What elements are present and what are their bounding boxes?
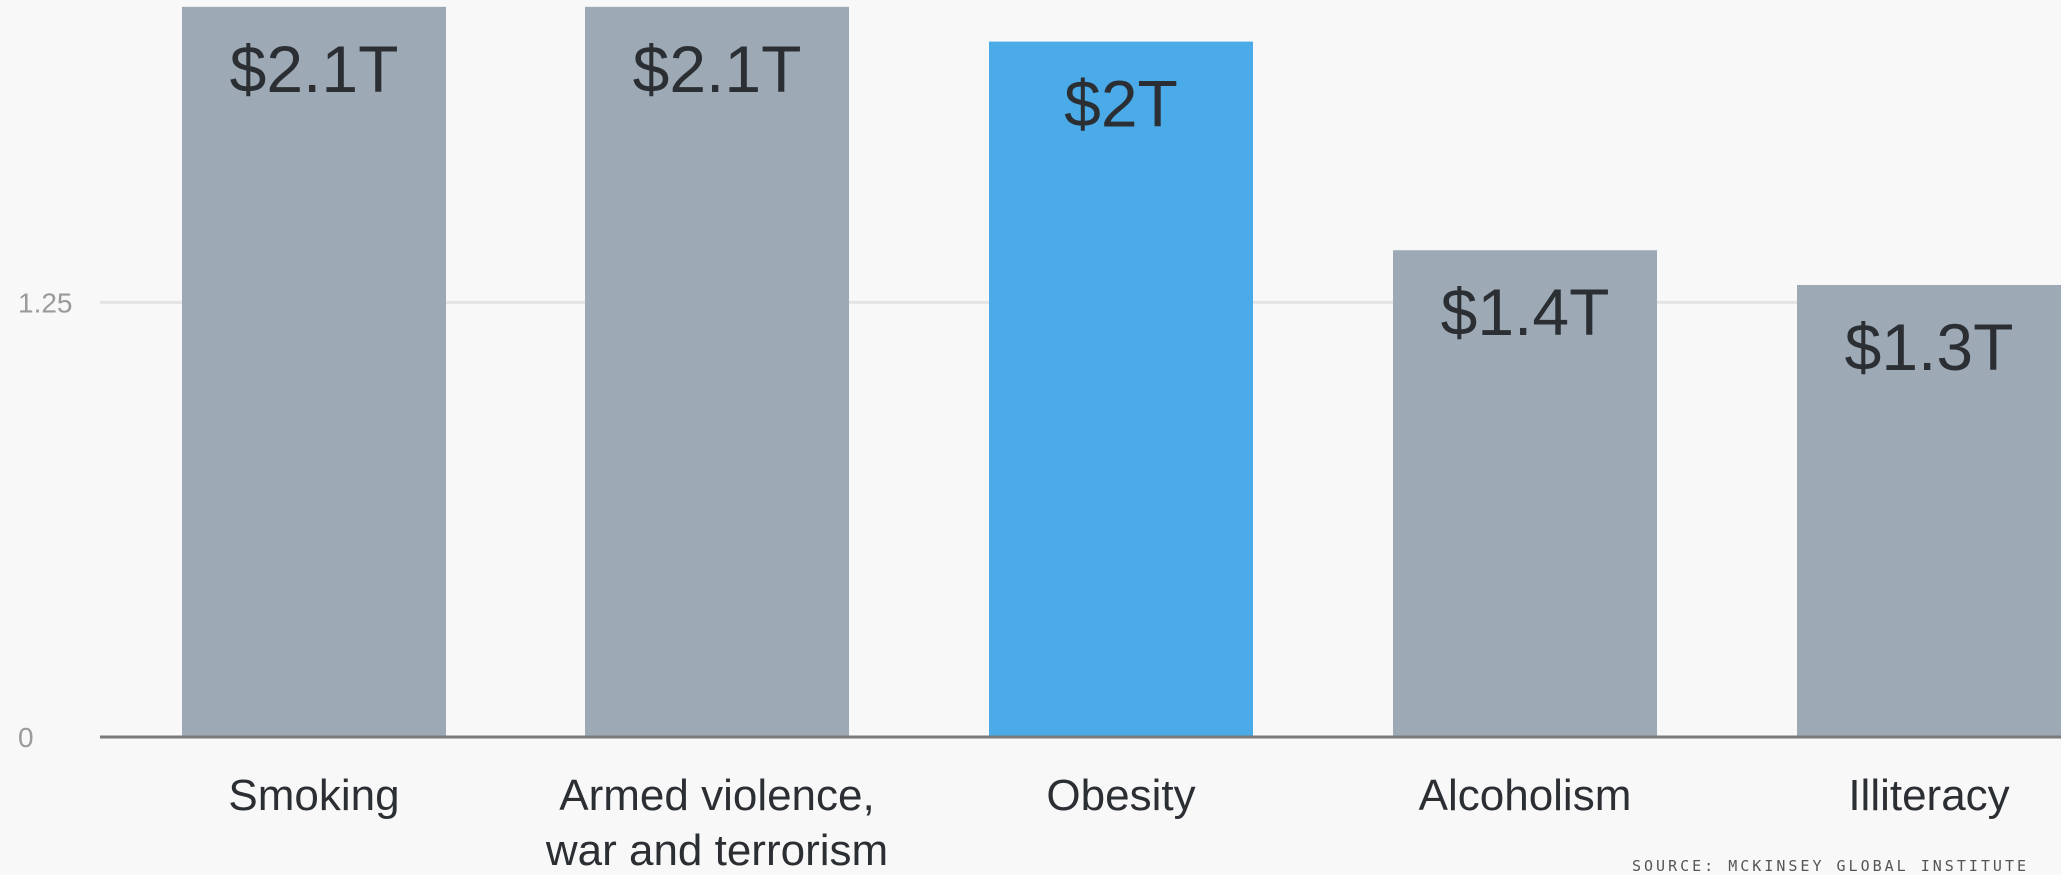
x-category-label: war and terrorism xyxy=(545,826,888,875)
bar-value-label: $1.4T xyxy=(1441,275,1610,349)
bar-value-label: $2.1T xyxy=(633,32,802,106)
x-category-label: Illiteracy xyxy=(1848,771,2009,820)
bar xyxy=(1797,284,2061,737)
bar-value-label: $2.1T xyxy=(230,32,399,106)
bar xyxy=(989,41,1253,738)
x-category-label: Alcoholism xyxy=(1419,771,1632,820)
source-note: SOURCE: MCKINSEY GLOBAL INSTITUTE xyxy=(1632,857,2030,875)
x-category-label: Obesity xyxy=(1046,771,1195,820)
bar-value-label: $2T xyxy=(1064,67,1178,141)
bar-value-label: $1.3T xyxy=(1845,310,2014,384)
bar xyxy=(585,6,849,737)
y-tick-label: 1.25 xyxy=(18,287,73,318)
bar xyxy=(1393,250,1657,737)
bar xyxy=(182,6,446,737)
x-category-label: Armed violence, xyxy=(559,771,874,820)
y-tick-label: 0 xyxy=(18,722,34,753)
x-category-label: Smoking xyxy=(228,771,399,820)
